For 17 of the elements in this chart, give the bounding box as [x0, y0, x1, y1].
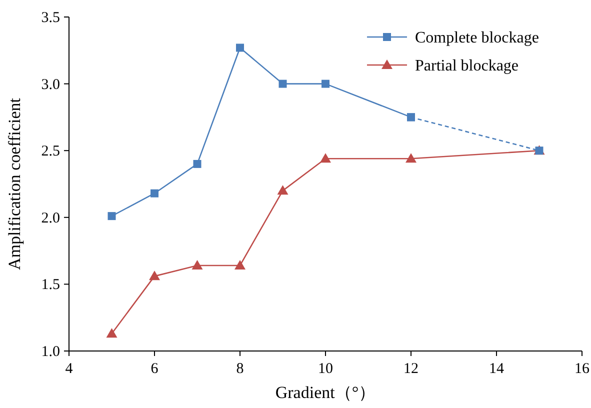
y-axis-title: Amplification coefficient	[5, 98, 24, 270]
y-tick-label: 2.0	[41, 210, 60, 226]
x-tick-label: 10	[318, 361, 333, 377]
y-tick-label: 3.0	[41, 76, 60, 93]
x-tick-label: 8	[236, 361, 244, 377]
x-tick-label: 14	[489, 361, 504, 377]
x-tick-label: 4	[65, 361, 74, 377]
x-tick-label: 12	[404, 361, 418, 377]
y-tick-label: 2.5	[41, 144, 60, 160]
x-tick-label: 16	[574, 361, 590, 377]
y-tick-label: 3.5	[41, 10, 60, 26]
y-tick-label: 1.0	[41, 344, 60, 360]
legend-label: Partial blockage	[415, 58, 519, 74]
x-tick-label: 6	[150, 361, 159, 377]
legend-label: Complete blockage	[415, 30, 539, 46]
x-axis-title: Gradient（°）	[275, 383, 376, 402]
y-tick-label: 1.5	[41, 277, 60, 294]
